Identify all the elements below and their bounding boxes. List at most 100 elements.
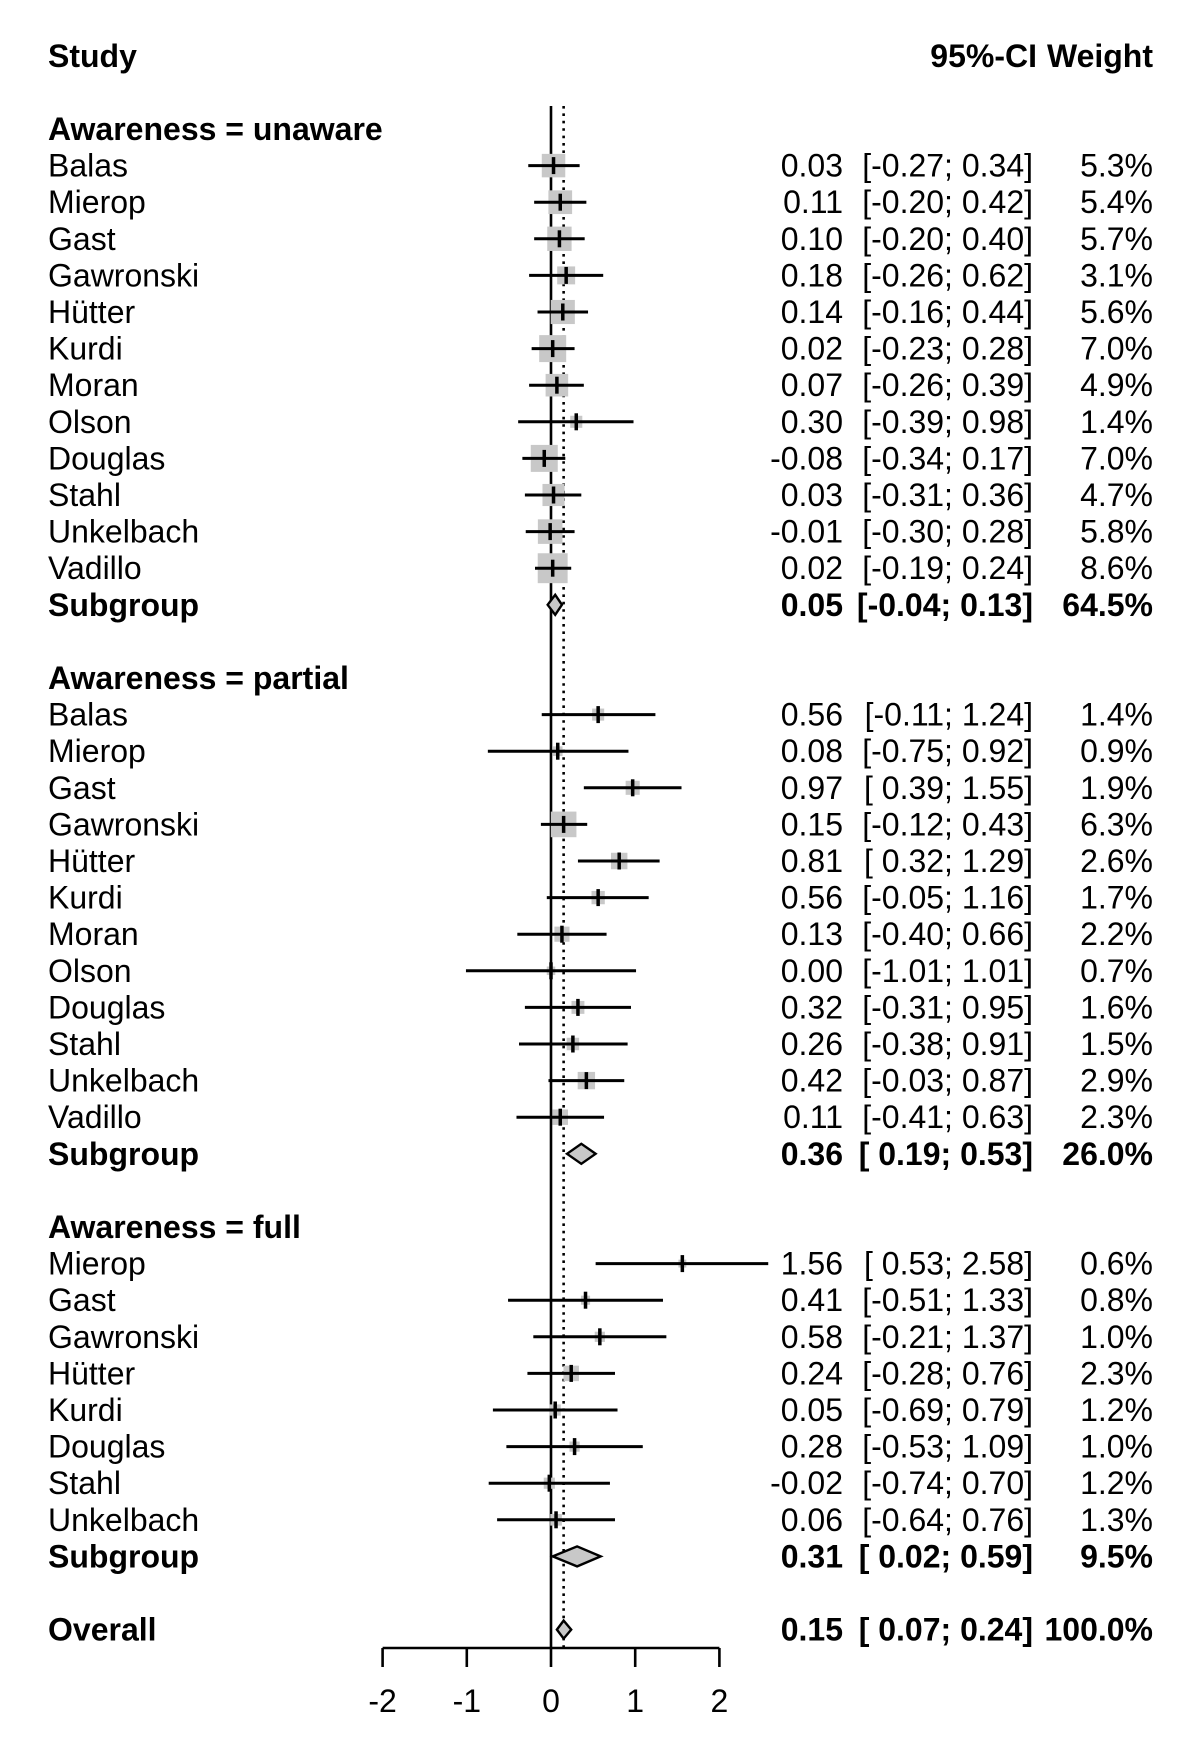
study-label: Hütter bbox=[48, 843, 135, 879]
study-label: Vadillo bbox=[48, 550, 142, 586]
estimate-value: -0.01 bbox=[770, 514, 843, 550]
point-estimate-tick bbox=[630, 779, 635, 797]
ci-value: [-0.51; 1.33] bbox=[862, 1282, 1033, 1318]
estimate-value: 1.56 bbox=[781, 1246, 843, 1282]
estimate-value: 0.08 bbox=[781, 733, 843, 769]
weight-value: 1.0% bbox=[1080, 1319, 1153, 1355]
point-estimate-tick bbox=[558, 193, 563, 211]
study-label: Douglas bbox=[48, 989, 165, 1025]
point-estimate-tick bbox=[680, 1255, 685, 1273]
point-estimate-tick bbox=[576, 998, 580, 1016]
study-label: Hütter bbox=[48, 294, 135, 330]
ci-value: [ 0.19; 0.53] bbox=[859, 1136, 1033, 1172]
point-estimate-tick bbox=[564, 266, 568, 284]
estimate-value: 0.03 bbox=[781, 477, 843, 513]
ci-value: [-0.30; 0.28] bbox=[862, 514, 1033, 550]
study-label: Unkelbach bbox=[48, 1502, 199, 1538]
study-label: Stahl bbox=[48, 1026, 121, 1062]
point-estimate-tick bbox=[572, 1438, 577, 1456]
point-estimate-tick bbox=[574, 413, 579, 431]
weight-value: 2.6% bbox=[1080, 843, 1153, 879]
ci-value: [ 0.32; 1.29] bbox=[864, 843, 1033, 879]
weight-value: 1.4% bbox=[1080, 404, 1153, 440]
point-estimate-tick bbox=[569, 1364, 573, 1382]
estimate-value: 0.03 bbox=[781, 148, 843, 184]
weight-value: 1.9% bbox=[1080, 770, 1153, 806]
overall-label: Overall bbox=[48, 1612, 157, 1648]
weight-value: 2.3% bbox=[1080, 1099, 1153, 1135]
subgroup-diamond bbox=[549, 1545, 604, 1568]
point-estimate-tick bbox=[561, 303, 565, 321]
weight-value: 0.6% bbox=[1080, 1246, 1153, 1282]
group-header-label: Awareness = full bbox=[48, 1209, 301, 1245]
point-estimate-tick bbox=[542, 449, 547, 467]
point-estimate-tick bbox=[550, 559, 555, 577]
study-label: Mierop bbox=[48, 184, 146, 220]
ci-value: [-0.05; 1.16] bbox=[862, 880, 1033, 916]
estimate-value: 0.32 bbox=[781, 989, 843, 1025]
point-estimate-tick bbox=[555, 742, 560, 760]
weight-value: 5.8% bbox=[1080, 514, 1153, 550]
study-label: Balas bbox=[48, 148, 128, 184]
point-estimate-tick bbox=[553, 1401, 557, 1419]
study-label: Mierop bbox=[48, 733, 146, 769]
point-estimate-tick bbox=[547, 1474, 552, 1492]
group-header-label: Awareness = unaware bbox=[48, 111, 383, 147]
ci-value: [-0.74; 0.70] bbox=[862, 1465, 1033, 1501]
weight-value: 5.4% bbox=[1080, 184, 1153, 220]
weight-value: 0.8% bbox=[1080, 1282, 1153, 1318]
estimate-value: 0.00 bbox=[781, 953, 843, 989]
estimate-value: 0.56 bbox=[781, 880, 843, 916]
x-axis-tick-label: 0 bbox=[542, 1683, 560, 1719]
ci-value: [-0.39; 0.98] bbox=[862, 404, 1033, 440]
ci-value: [-0.31; 0.36] bbox=[862, 477, 1033, 513]
subgroup-diamond bbox=[546, 592, 564, 617]
ci-value: [-0.16; 0.44] bbox=[862, 294, 1033, 330]
ci-value: [-0.04; 0.13] bbox=[857, 587, 1033, 623]
point-estimate-tick bbox=[555, 376, 559, 394]
ci-value: [-0.19; 0.24] bbox=[862, 550, 1033, 586]
column-header-weight: Weight bbox=[1046, 38, 1153, 74]
weight-value: 9.5% bbox=[1080, 1538, 1153, 1574]
study-label: Gast bbox=[48, 1282, 116, 1318]
estimate-value: 0.14 bbox=[781, 294, 843, 330]
study-label: Olson bbox=[48, 404, 132, 440]
point-estimate-tick bbox=[617, 852, 621, 870]
ci-value: [-0.28; 0.76] bbox=[862, 1355, 1033, 1391]
estimate-value: 0.24 bbox=[781, 1355, 843, 1391]
point-estimate-tick bbox=[596, 706, 600, 724]
point-estimate-tick bbox=[551, 157, 556, 175]
weight-value: 6.3% bbox=[1080, 806, 1153, 842]
x-axis-tick-label: -2 bbox=[368, 1683, 396, 1719]
study-label: Balas bbox=[48, 697, 128, 733]
estimate-value: 0.18 bbox=[781, 257, 843, 293]
study-label: Unkelbach bbox=[48, 1063, 199, 1099]
point-estimate-tick bbox=[551, 486, 556, 504]
point-estimate-tick bbox=[548, 523, 552, 541]
estimate-value: 0.41 bbox=[781, 1282, 843, 1318]
study-label: Gawronski bbox=[48, 1319, 199, 1355]
estimate-value: 0.97 bbox=[781, 770, 843, 806]
subgroup-diamond bbox=[564, 1142, 598, 1166]
weight-value: 1.6% bbox=[1080, 989, 1153, 1025]
weight-value: 1.0% bbox=[1080, 1429, 1153, 1465]
estimate-value: 0.26 bbox=[781, 1026, 843, 1062]
ci-value: [-0.26; 0.39] bbox=[862, 367, 1033, 403]
study-label: Stahl bbox=[48, 477, 121, 513]
estimate-value: -0.08 bbox=[770, 440, 843, 476]
point-estimate-tick bbox=[557, 230, 562, 248]
study-label: Gast bbox=[48, 770, 116, 806]
estimate-value: 0.11 bbox=[783, 184, 843, 220]
weight-value: 8.6% bbox=[1080, 550, 1153, 586]
study-label: Stahl bbox=[48, 1465, 121, 1501]
estimate-value: 0.11 bbox=[783, 1099, 843, 1135]
ci-value: [-0.64; 0.76] bbox=[862, 1502, 1033, 1538]
subgroup-label: Subgroup bbox=[48, 1136, 199, 1172]
point-estimate-tick bbox=[560, 925, 564, 943]
study-label: Mierop bbox=[48, 1246, 146, 1282]
point-estimate-tick bbox=[549, 962, 553, 980]
study-label: Gawronski bbox=[48, 806, 199, 842]
estimate-value: -0.02 bbox=[770, 1465, 843, 1501]
x-axis-tick-label: 2 bbox=[711, 1683, 729, 1719]
